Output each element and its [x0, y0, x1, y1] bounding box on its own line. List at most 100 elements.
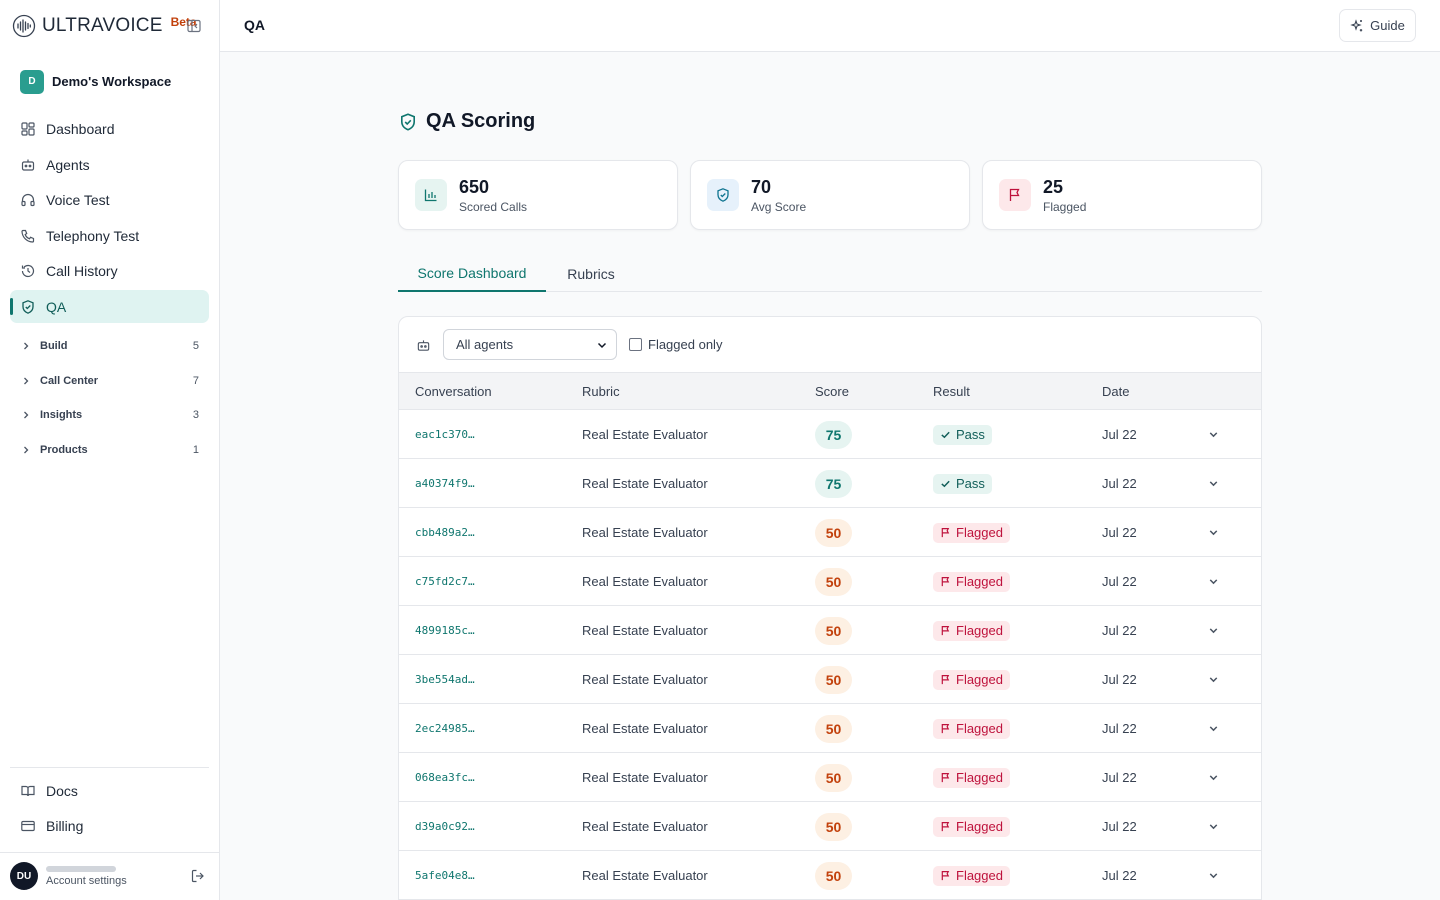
expand-row-button[interactable]: [1207, 802, 1220, 851]
expand-row-button[interactable]: [1207, 704, 1220, 753]
nav-item-billing[interactable]: Billing: [10, 809, 209, 842]
column-header-rubric[interactable]: Rubric: [582, 384, 620, 399]
nav-item-agents[interactable]: Agents: [10, 148, 209, 181]
expand-row-button[interactable]: [1207, 508, 1220, 557]
nav-group-call-center[interactable]: Call Center 7: [20, 371, 199, 391]
bot-icon: [417, 340, 430, 351]
stat-card-scored-calls: 650 Scored Calls: [398, 160, 678, 230]
check-icon: [941, 480, 950, 488]
conversation-id-link[interactable]: 2ec24985…: [415, 722, 475, 735]
chevron-down-icon: [1209, 530, 1218, 536]
table-row[interactable]: eac1c370… Real Estate Evaluator 75 Pass Jul …: [399, 410, 1261, 459]
rubric-name: Real Estate Evaluator: [582, 770, 708, 785]
expand-row-button[interactable]: [1207, 459, 1220, 508]
table-row[interactable]: d39a0c92… Real Estate Evaluator 50 Flagged J…: [399, 802, 1261, 851]
flagged-only-checkbox[interactable]: [629, 338, 642, 351]
guide-label: Guide: [1370, 18, 1405, 33]
expand-row-button[interactable]: [1207, 655, 1220, 704]
column-header-score[interactable]: Score: [815, 384, 849, 399]
flagged-only-label[interactable]: Flagged only: [648, 337, 723, 352]
chevron-right-icon: [24, 342, 29, 350]
nav-item-call-history[interactable]: Call History: [10, 254, 209, 287]
nav-item-qa[interactable]: QA: [10, 290, 209, 323]
flag-icon: [941, 773, 950, 783]
conversation-id-link[interactable]: c75fd2c7…: [415, 575, 475, 588]
nav-group-insights[interactable]: Insights 3: [20, 405, 199, 425]
result-label: Flagged: [956, 672, 1003, 687]
nav-item-telephony-test[interactable]: Telephony Test: [10, 219, 209, 252]
rubric-name: Real Estate Evaluator: [582, 623, 708, 638]
rubric-name: Real Estate Evaluator: [582, 672, 708, 687]
nav-item-docs[interactable]: Docs: [10, 774, 209, 807]
phone-icon: [21, 229, 35, 243]
nav-item-dashboard[interactable]: Dashboard: [10, 112, 209, 145]
date: Jul 22: [1102, 427, 1137, 442]
conversation-id-link[interactable]: a40374f9…: [415, 477, 475, 490]
table-row[interactable]: 068ea3fc… Real Estate Evaluator 50 Flagged J…: [399, 753, 1261, 802]
nav-group-build[interactable]: Build 5: [20, 336, 199, 356]
stat-icon-wrap: [999, 179, 1031, 211]
table-row[interactable]: a40374f9… Real Estate Evaluator 75 Pass Jul …: [399, 459, 1261, 508]
table-row[interactable]: 3be554ad… Real Estate Evaluator 50 Flagged J…: [399, 655, 1261, 704]
logout-icon[interactable]: [190, 868, 206, 884]
dashboard-icon: [21, 121, 35, 136]
workspace-switcher[interactable]: D Demo's Workspace: [20, 69, 171, 94]
flag-icon: [941, 822, 950, 832]
expand-row-button[interactable]: [1207, 606, 1220, 655]
account-menu[interactable]: DU Account settings: [10, 862, 210, 890]
column-header-result[interactable]: Result: [933, 384, 970, 399]
tab-bar: Score Dashboard Rubrics: [398, 256, 1262, 292]
sidebar-divider: [10, 767, 209, 768]
nav-item-voice-test[interactable]: Voice Test: [10, 183, 209, 216]
conversation-id-link[interactable]: cbb489a2…: [415, 526, 475, 539]
date: Jul 22: [1102, 721, 1137, 736]
score-pill: 50: [815, 567, 852, 596]
redacted-account-name: [46, 865, 116, 872]
conversation-id-link[interactable]: 068ea3fc…: [415, 771, 475, 784]
agent-filter-select[interactable]: All agents: [443, 329, 617, 360]
expand-row-button[interactable]: [1207, 557, 1220, 606]
table-row[interactable]: 4899185c… Real Estate Evaluator 50 Flagged J…: [399, 606, 1261, 655]
tab-score-dashboard[interactable]: Score Dashboard: [398, 256, 546, 292]
table-row[interactable]: c75fd2c7… Real Estate Evaluator 50 Flagged J…: [399, 557, 1261, 606]
table-row[interactable]: 5afe04e8… Real Estate Evaluator 50 Flagged J…: [399, 851, 1261, 900]
result-label: Flagged: [956, 574, 1003, 589]
guide-button[interactable]: Guide: [1339, 9, 1416, 42]
chevron-down-icon: [1209, 481, 1218, 487]
headphones-icon: [21, 193, 35, 206]
account-settings-link[interactable]: Account settings: [46, 874, 127, 887]
result-label: Flagged: [956, 770, 1003, 785]
stat-value: 70: [751, 177, 772, 197]
result-label: Flagged: [956, 721, 1003, 736]
nav-group-products[interactable]: Products 1: [20, 440, 199, 460]
table-row[interactable]: 2ec24985… Real Estate Evaluator 50 Flagged J…: [399, 704, 1261, 753]
rubric-name: Real Estate Evaluator: [582, 476, 708, 491]
score-pill: 75: [815, 420, 852, 449]
score-pill: 75: [815, 469, 852, 498]
chevron-down-icon: [1209, 775, 1218, 781]
conversation-id-link[interactable]: 4899185c…: [415, 624, 475, 637]
conversation-id-link[interactable]: eac1c370…: [415, 428, 475, 441]
date: Jul 22: [1102, 623, 1137, 638]
table-row[interactable]: cbb489a2… Real Estate Evaluator 50 Flagged J…: [399, 508, 1261, 557]
book-icon: [21, 785, 35, 796]
score-pill: 50: [815, 616, 852, 645]
nav-label: Billing: [46, 817, 84, 834]
column-header-date[interactable]: Date: [1102, 384, 1130, 399]
conversation-id-link[interactable]: 5afe04e8…: [415, 869, 475, 882]
expand-row-button[interactable]: [1207, 753, 1220, 802]
flag-icon: [941, 577, 950, 587]
sidebar-collapse-icon[interactable]: [186, 18, 202, 34]
expand-row-button[interactable]: [1207, 410, 1220, 459]
chevron-down-icon: [1209, 579, 1218, 585]
top-bar: QA Guide: [220, 0, 1440, 52]
conversation-id-link[interactable]: 3be554ad…: [415, 673, 475, 686]
ultravoice-logo-icon: [12, 14, 36, 38]
tab-rubrics[interactable]: Rubrics: [567, 266, 615, 282]
column-header-conversation[interactable]: Conversation: [415, 384, 492, 399]
brand[interactable]: ULTRAVOICE Beta: [12, 12, 197, 40]
bar-chart-icon: [424, 189, 437, 202]
expand-row-button[interactable]: [1207, 851, 1220, 900]
result-badge: Flagged: [933, 522, 1010, 543]
conversation-id-link[interactable]: d39a0c92…: [415, 820, 475, 833]
